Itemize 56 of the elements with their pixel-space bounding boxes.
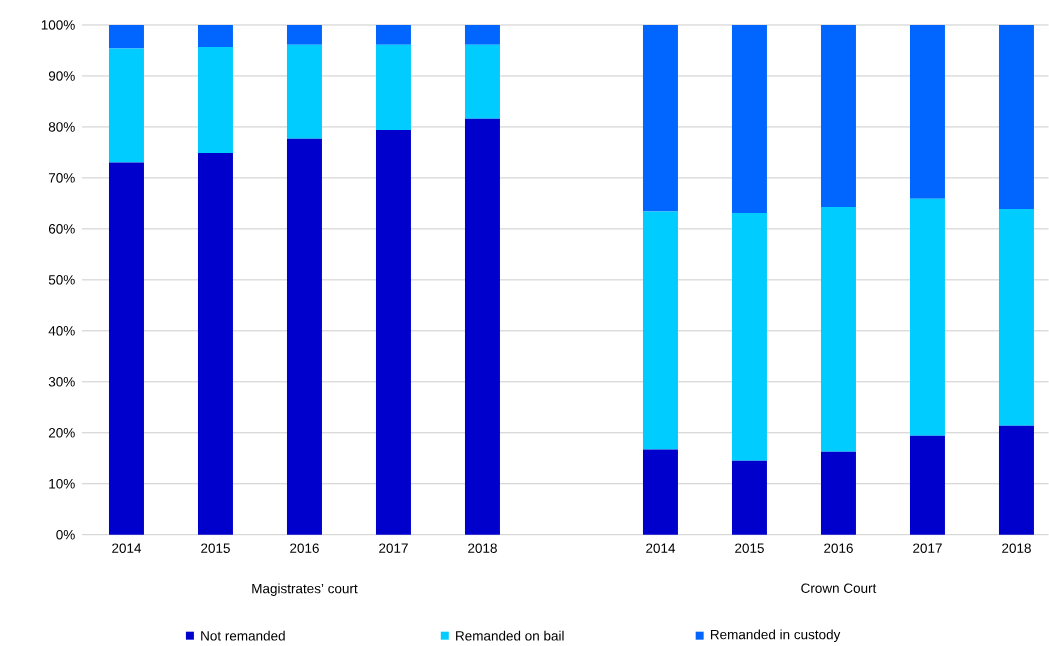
y-tick-label: 50% <box>48 275 75 285</box>
bar <box>731 25 767 214</box>
bar <box>375 130 411 535</box>
bar <box>820 207 856 452</box>
bar <box>642 25 678 212</box>
y-tick-label: 30% <box>48 377 75 387</box>
x-tick-label: 2017 <box>379 543 408 554</box>
x-tick-label: 2018 <box>1002 543 1031 554</box>
x-tick-label: 2015 <box>201 543 230 554</box>
y-tick-label: 70% <box>48 173 75 183</box>
text: Crown Court <box>801 583 877 594</box>
x-tick-label: 2018 <box>468 543 497 554</box>
bar <box>909 435 945 535</box>
bar <box>108 25 144 49</box>
y-tick-label: 100% <box>41 20 75 30</box>
bar <box>375 25 411 46</box>
legend-label: Not remanded <box>201 630 285 641</box>
bar <box>197 47 233 154</box>
y-tick-label: 90% <box>48 71 75 81</box>
bar <box>464 45 500 119</box>
bar <box>108 162 144 535</box>
bar <box>286 138 322 535</box>
y-tick-label: 60% <box>48 224 75 234</box>
bar <box>642 449 678 535</box>
legend-label: Remanded on bail <box>456 630 564 641</box>
bar <box>642 211 678 450</box>
bar <box>820 25 856 208</box>
bar <box>286 25 322 46</box>
x-tick-label: 2014 <box>112 543 142 554</box>
bar <box>998 209 1034 426</box>
y-tick-label: 10% <box>49 479 75 489</box>
y-tick-label: 80% <box>48 122 75 132</box>
text: Magistrates’ court <box>252 583 358 597</box>
x-tick-label: 2016 <box>290 543 319 554</box>
x-tick-label: 2017 <box>913 543 942 554</box>
x-tick-label: 2014 <box>646 543 676 554</box>
y-tick-label: 0% <box>56 530 75 540</box>
bar <box>998 425 1034 535</box>
bar <box>197 25 233 48</box>
bar <box>731 460 767 535</box>
bar <box>820 451 856 535</box>
bar <box>464 118 500 535</box>
y-tick-label: 20% <box>48 428 75 438</box>
y-tick-label: 40% <box>48 326 75 336</box>
bar <box>909 198 945 436</box>
bar <box>909 25 945 199</box>
bar <box>464 25 500 46</box>
bar <box>197 153 233 535</box>
legend-label: Remanded in custody <box>710 629 841 643</box>
bar <box>286 45 322 139</box>
bar <box>108 48 144 163</box>
x-tick-label: 2016 <box>824 543 853 554</box>
x-tick-label: 2015 <box>735 543 764 554</box>
bar <box>998 25 1034 210</box>
bar <box>375 45 411 131</box>
bar <box>731 213 767 461</box>
